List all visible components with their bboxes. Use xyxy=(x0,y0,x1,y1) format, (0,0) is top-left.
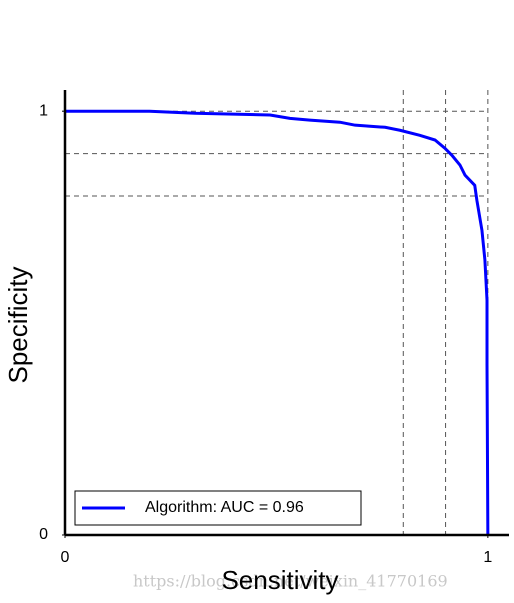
data-line xyxy=(65,109,490,536)
x-tick-label: 0 xyxy=(61,549,70,566)
watermark: https://blog.csdn.net/weixin_41770169 xyxy=(133,572,448,591)
x-axis-title: Sensitivity xyxy=(221,565,338,595)
y-axis-title: Specificity xyxy=(3,266,33,383)
x-tick-label: 1 xyxy=(483,549,492,566)
y-tick-label: 0 xyxy=(39,526,48,543)
y-tick-label: 1 xyxy=(39,102,48,119)
legend-label: Algorithm: AUC = 0.96 xyxy=(145,499,304,516)
